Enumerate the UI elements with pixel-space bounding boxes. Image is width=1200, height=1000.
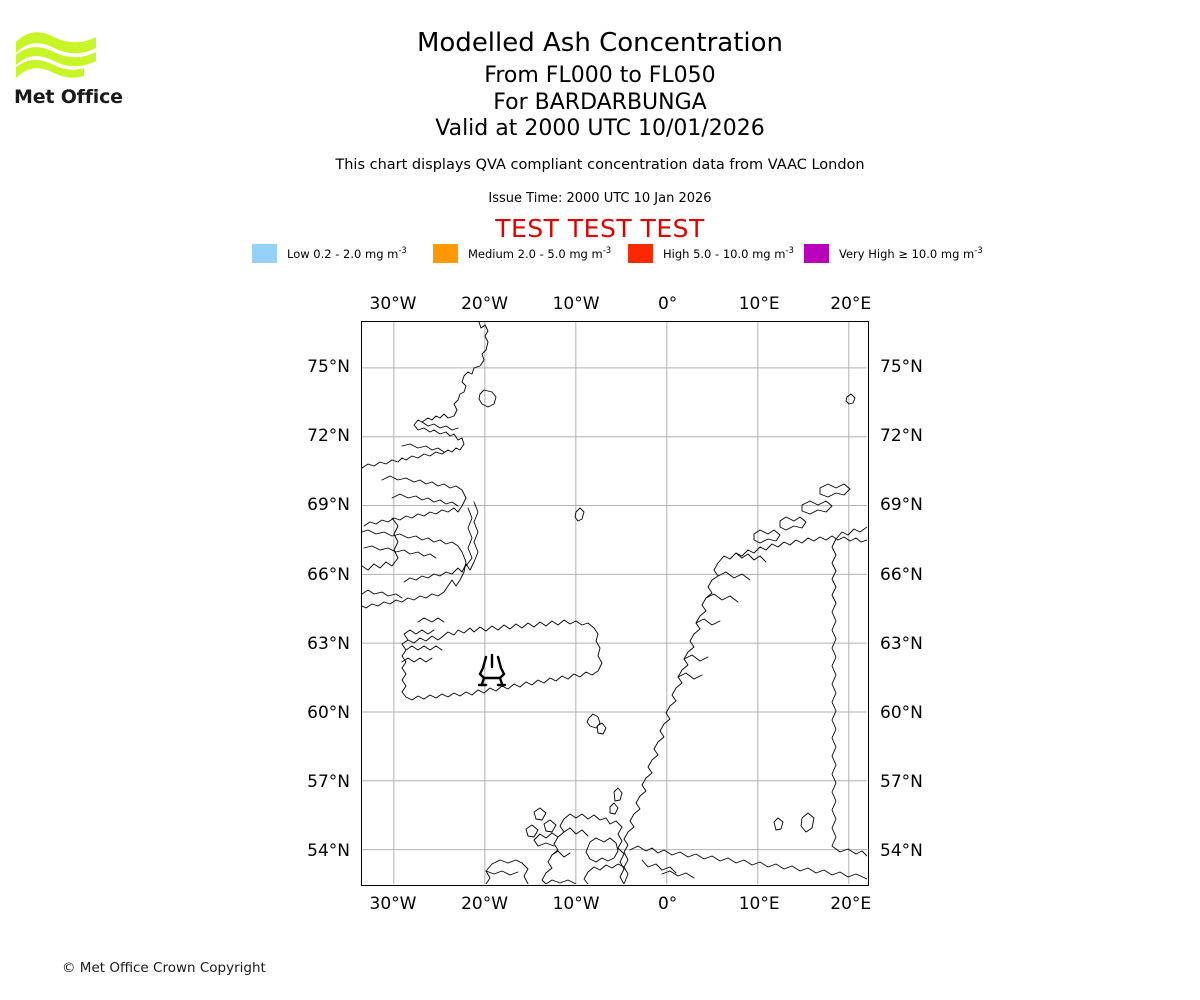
x-tick-bottom-4: 10°E: [738, 894, 780, 914]
x-tick-top-5: 20°E: [830, 294, 872, 314]
y-tick-right-3: 66°N: [880, 564, 923, 585]
qva-compliance-note: This chart displays QVA compliant concen…: [335, 157, 865, 173]
met-office-wave-mark: [16, 32, 96, 78]
met-office-logo: Met Office: [14, 28, 124, 113]
legend-item-0: Low 0.2 - 2.0 mg m-3: [252, 243, 407, 263]
y-tick-right-5: 60°N: [880, 703, 923, 724]
copyright-notice: © Met Office Crown Copyright: [62, 960, 266, 976]
x-tick-bottom-0: 30°W: [369, 894, 417, 914]
x-tick-bottom-1: 20°W: [461, 894, 509, 914]
x-tick-top-4: 10°E: [738, 294, 780, 314]
y-tick-left-0: 75°N: [307, 357, 350, 378]
legend-label-2: High 5.0 - 10.0 mg m-3: [663, 245, 794, 261]
volcano-marker-bardarbunga: [477, 653, 507, 687]
x-tick-bottom-5: 20°E: [830, 894, 872, 914]
y-tick-left-1: 72°N: [307, 426, 350, 447]
x-tick-top-1: 20°W: [461, 294, 509, 314]
y-tick-right-0: 75°N: [880, 357, 923, 378]
y-tick-right-4: 63°N: [880, 633, 923, 654]
legend-label-0: Low 0.2 - 2.0 mg m-3: [287, 245, 407, 261]
x-tick-top-3: 0°: [657, 294, 678, 314]
map-coastlines: [362, 322, 867, 884]
concentration-legend: Low 0.2 - 2.0 mg m-3 Medium 2.0 - 5.0 mg …: [252, 243, 992, 264]
flight-level-range: From FL000 to FL050: [484, 63, 716, 88]
y-tick-left-7: 54°N: [307, 841, 350, 862]
y-tick-right-7: 54°N: [880, 841, 923, 862]
y-tick-left-5: 60°N: [307, 703, 350, 724]
map-plot-frame: [361, 321, 869, 886]
x-tick-top-2: 10°W: [552, 294, 600, 314]
y-tick-left-6: 57°N: [307, 772, 350, 793]
legend-item-3: Very High ≥ 10.0 mg m-3: [804, 243, 983, 263]
y-tick-right-1: 72°N: [880, 426, 923, 447]
legend-item-1: Medium 2.0 - 5.0 mg m-3: [433, 243, 611, 263]
test-banner: TEST TEST TEST: [495, 214, 705, 243]
map-gridlines: [362, 322, 867, 884]
y-tick-right-6: 57°N: [880, 772, 923, 793]
legend-swatch-1: [433, 243, 458, 263]
legend-swatch-2: [628, 243, 653, 263]
legend-swatch-3: [804, 243, 829, 263]
volcano-name: For BARDARBUNGA: [493, 90, 707, 115]
x-tick-top-0: 30°W: [369, 294, 417, 314]
y-tick-right-2: 69°N: [880, 495, 923, 516]
legend-label-3: Very High ≥ 10.0 mg m-3: [839, 245, 983, 261]
map-graticule-and-coastlines: [362, 322, 867, 884]
y-tick-left-4: 63°N: [307, 633, 350, 654]
legend-label-1: Medium 2.0 - 5.0 mg m-3: [468, 245, 612, 261]
valid-time: Valid at 2000 UTC 10/01/2026: [435, 116, 765, 141]
y-tick-left-2: 69°N: [307, 495, 350, 516]
ash-concentration-map[interactable]: [361, 321, 869, 886]
issue-time: Issue Time: 2000 UTC 10 Jan 2026: [488, 191, 712, 206]
page-title: Modelled Ash Concentration: [416, 28, 784, 58]
x-tick-bottom-2: 10°W: [552, 894, 600, 914]
legend-item-2: High 5.0 - 10.0 mg m-3: [628, 243, 794, 263]
x-tick-bottom-3: 0°: [657, 894, 678, 914]
met-office-logo-text: Met Office: [14, 86, 123, 108]
legend-swatch-0: [252, 243, 277, 263]
y-tick-left-3: 66°N: [307, 564, 350, 585]
